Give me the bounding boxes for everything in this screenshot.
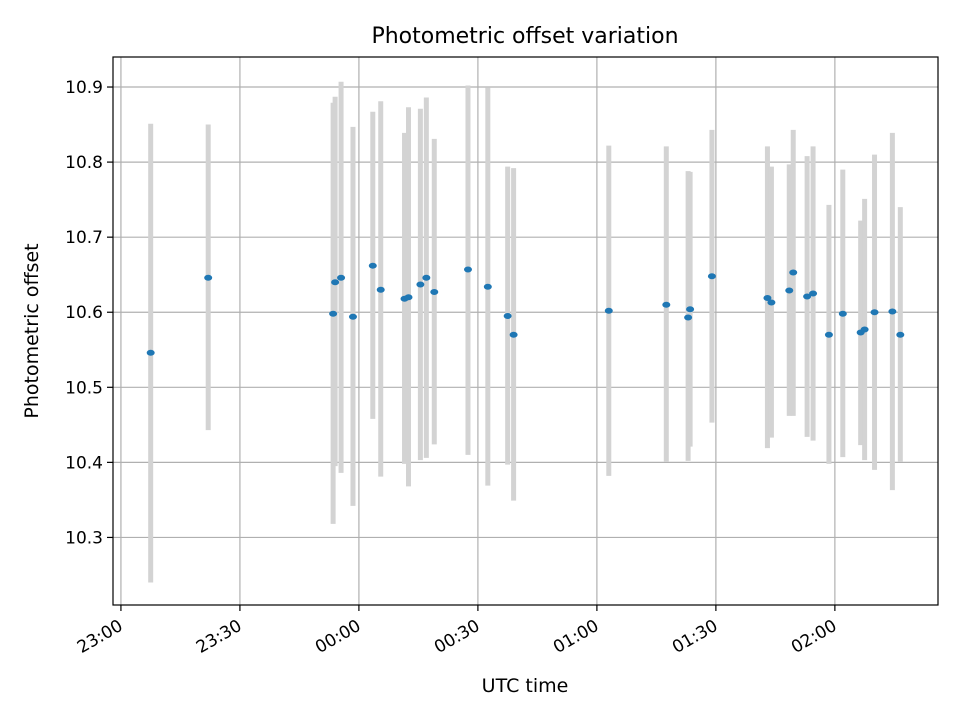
data-point bbox=[604, 307, 613, 314]
data-point bbox=[684, 314, 693, 321]
data-point bbox=[404, 294, 413, 301]
data-markers bbox=[146, 262, 905, 356]
data-point bbox=[483, 283, 492, 290]
data-point bbox=[707, 273, 716, 280]
y-tick-label: 10.4 bbox=[65, 453, 103, 473]
data-point bbox=[430, 288, 439, 295]
y-tick-label: 10.7 bbox=[65, 228, 103, 248]
y-tick-label: 10.6 bbox=[65, 303, 103, 323]
data-point bbox=[809, 290, 818, 297]
data-point bbox=[146, 349, 155, 356]
data-point bbox=[331, 279, 340, 286]
data-point bbox=[767, 299, 776, 306]
data-point bbox=[870, 309, 879, 316]
data-point bbox=[416, 281, 425, 288]
data-point bbox=[368, 262, 377, 269]
data-point bbox=[509, 331, 518, 338]
data-point bbox=[824, 331, 833, 338]
data-point bbox=[888, 308, 897, 315]
data-point bbox=[860, 326, 869, 333]
data-point bbox=[785, 287, 794, 294]
plot-frame bbox=[112, 56, 939, 606]
data-point bbox=[662, 301, 671, 308]
y-tick-label: 10.9 bbox=[65, 78, 103, 98]
data-point bbox=[348, 313, 357, 320]
y-axis-ticks: 10.3 10.4 10.5 10.6 10.7 10.8 10.9 bbox=[65, 78, 113, 548]
data-point bbox=[789, 269, 798, 276]
data-point bbox=[337, 274, 346, 281]
y-axis-label: Photometric offset bbox=[21, 243, 43, 418]
y-tick-label: 10.5 bbox=[65, 378, 103, 398]
data-point bbox=[838, 310, 847, 317]
data-point bbox=[686, 306, 695, 313]
data-point bbox=[376, 286, 385, 293]
data-point bbox=[503, 312, 512, 319]
y-tick-label: 10.8 bbox=[65, 153, 103, 173]
x-axis-label: UTC time bbox=[482, 675, 569, 697]
data-point bbox=[763, 294, 772, 301]
data-point bbox=[422, 274, 431, 281]
grid bbox=[113, 57, 938, 605]
data-point bbox=[803, 293, 812, 300]
y-tick-label: 10.3 bbox=[65, 528, 103, 548]
chart-title: Photometric offset variation bbox=[371, 24, 678, 49]
data-point bbox=[896, 331, 905, 338]
data-point bbox=[329, 310, 338, 317]
data-point bbox=[204, 274, 213, 281]
data-point bbox=[463, 266, 472, 273]
